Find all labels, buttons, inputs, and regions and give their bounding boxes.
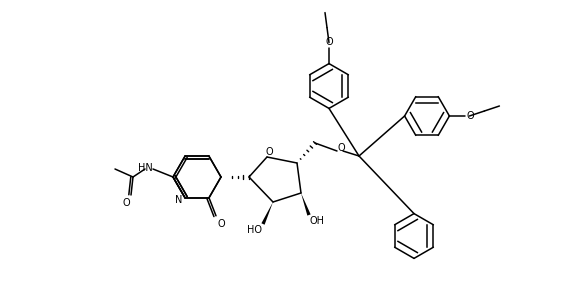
Text: O: O [466,111,474,121]
Polygon shape [301,193,311,216]
Text: O: O [122,198,130,208]
Text: O: O [217,219,225,229]
Text: HN: HN [137,163,152,173]
Text: O: O [325,37,333,47]
Text: O: O [265,147,273,157]
Text: N: N [176,195,183,205]
Text: HO: HO [248,225,262,235]
Polygon shape [261,202,273,225]
Text: O: O [337,143,345,153]
Text: OH: OH [310,216,324,226]
